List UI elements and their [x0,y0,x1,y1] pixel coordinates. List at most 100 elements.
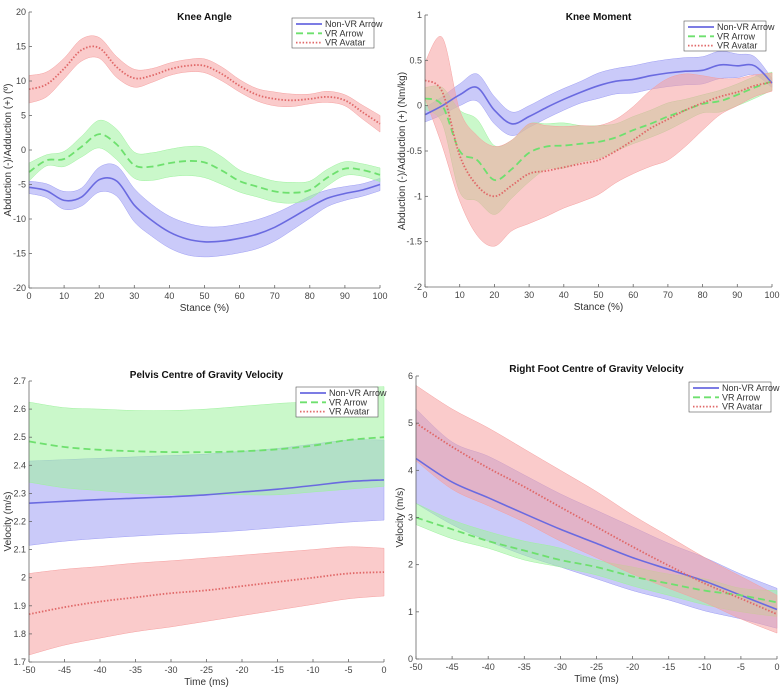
x-tick-label: 60 [235,291,245,301]
y-axis-label: Abduction (-)/Adduction (+) (º) [3,84,14,217]
y-tick-label: 1 [408,607,413,617]
y-tick-label: 20 [16,7,26,17]
line-vr_avatar [28,45,381,125]
y-tick-label: 0.5 [409,55,422,65]
y-tick-label: 6 [408,371,413,381]
x-tick-label: -15 [662,662,675,672]
legend-box [688,381,772,413]
band-vr_avatar [28,546,385,656]
x-axis-label: Stance (%) [574,302,623,313]
x-tick-label: 80 [305,291,315,301]
y-tick-label: 2.1 [13,545,26,555]
x-tick-label: -10 [306,665,319,675]
chart-pelvis-centre-of-gravity-velocity: -50 -45 -40 -35 -30 -25 -20 -15 -10 -5 01.71.81.92… [3,370,387,688]
legend-box [295,386,379,418]
chart-title: Knee Moment [566,12,632,23]
x-tick-label: -20 [626,662,639,672]
band-vr_avatar [28,35,381,133]
x-tick-label: -25 [200,665,213,675]
y-tick-label: 2.3 [13,488,26,498]
legend-label: VR Avatar [325,38,365,48]
x-tick-label: -15 [271,665,284,675]
chart-right-foot-centre-of-gravity-velocity: -50 -45 -40 -35 -30 -25 -20 -15 -10 -5 00123456Rig… [395,364,780,685]
y-axis-label: Abduction (-)/Adduction (+) (Nm/kg) [397,72,408,230]
x-tick-label: 90 [340,291,350,301]
band-vr_avatar [415,384,778,634]
x-tick-label: -50 [22,665,35,675]
band-non_vr_arrow [28,163,381,258]
legend-label: VR Avatar [722,402,762,412]
x-tick-label: 40 [559,290,569,300]
y-tick-label: 0 [417,101,422,111]
y-tick-label: 1 [417,10,422,20]
y-tick-label: 3 [408,513,413,523]
legend-label: VR Arrow [717,31,756,41]
y-tick-label: 2 [21,573,26,583]
band-vr_arrow [28,386,385,496]
x-tick-label: 50 [199,291,209,301]
legend-label: Non-VR Arrow [717,22,775,32]
legend-label: VR Arrow [329,397,368,407]
line-vr_arrow [28,436,385,454]
x-axis-label: Stance (%) [180,303,229,314]
x-tick-label: -10 [698,662,711,672]
line-vr_avatar [415,422,778,616]
legend-box [683,20,767,52]
x-tick-label: 10 [59,291,69,301]
x-tick-label: -40 [482,662,495,672]
legend-label: VR Arrow [325,28,364,38]
y-axis-label: Velocity (m/s) [3,491,14,551]
y-axis-label: Velocity (m/s) [395,487,406,547]
x-tick-label: -35 [129,665,142,675]
x-tick-label: -20 [235,665,248,675]
y-tick-label: 2.4 [13,460,26,470]
line-vr_arrow [415,516,778,604]
x-tick-label: 0 [422,290,427,300]
x-tick-label: -50 [409,662,422,672]
y-tick-label: 5 [408,418,413,428]
x-tick-label: 70 [663,290,673,300]
legend-label: VR Avatar [329,407,369,417]
x-tick-label: 0 [26,291,31,301]
legend-label: Non-VR Arrow [722,383,780,393]
x-tick-label: 20 [94,291,104,301]
y-tick-label: 2.7 [13,376,26,386]
x-tick-label: -30 [554,662,567,672]
y-tick-label: -20 [13,283,26,293]
x-tick-label: -45 [446,662,459,672]
x-axis-label: Time (ms) [184,677,229,688]
y-tick-label: 1.8 [13,629,26,639]
x-tick-label: 60 [628,290,638,300]
x-tick-label: 100 [764,290,779,300]
x-tick-label: -45 [58,665,71,675]
x-tick-label: -5 [344,665,352,675]
y-tick-label: 1.7 [13,657,26,667]
x-tick-label: 20 [489,290,499,300]
y-tick-label: 2.6 [13,404,26,414]
y-tick-label: 2.5 [13,432,26,442]
line-vr_arrow [28,133,381,194]
y-tick-label: -1 [414,191,422,201]
chart-title: Pelvis Centre of Gravity Velocity [130,370,284,381]
x-tick-label: -40 [93,665,106,675]
x-tick-label: 70 [270,291,280,301]
x-tick-label: 80 [698,290,708,300]
x-tick-label: 50 [593,290,603,300]
chart-title: Right Foot Centre of Gravity Velocity [509,364,684,375]
x-tick-label: 100 [372,291,387,301]
line-non_vr_arrow [424,63,773,125]
line-non_vr_arrow [415,457,778,611]
x-tick-label: 30 [524,290,534,300]
y-tick-label: 1.9 [13,601,26,611]
y-tick-label: 4 [408,465,413,475]
legend-label: Non-VR Arrow [325,19,383,29]
x-tick-label: 0 [774,662,779,672]
y-tick-label: -2 [414,282,422,292]
y-tick-label: -10 [13,214,26,224]
x-tick-label: 30 [129,291,139,301]
line-vr_avatar [28,571,385,616]
y-tick-label: -5 [18,180,26,190]
